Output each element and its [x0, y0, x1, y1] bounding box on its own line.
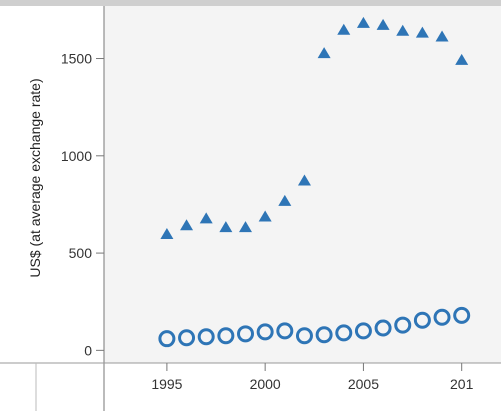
series-1-circle [158, 306, 471, 348]
y-tick-label: 0 [84, 342, 92, 358]
triangle-point [239, 221, 253, 233]
y-tick-label: 1500 [61, 51, 92, 67]
triangle-point [337, 23, 351, 35]
circle-point [335, 324, 353, 342]
triangle-point [317, 47, 331, 59]
circle-point [158, 330, 176, 348]
circle-point [276, 322, 294, 340]
top-bar [0, 0, 501, 6]
triangle-point [297, 174, 311, 186]
triangle-point [435, 30, 449, 42]
circle-point [413, 311, 431, 329]
circle-point [197, 328, 215, 346]
x-tick-label: 2005 [348, 376, 379, 392]
y-axis-ticks: 0 500 1000 1500 [61, 51, 104, 358]
y-axis-title: US$ (at average exchange rate) [27, 78, 43, 277]
circle-point [256, 323, 274, 341]
triangle-point [160, 227, 174, 239]
triangle-point [376, 18, 390, 30]
x-tick-label: 201 [450, 376, 474, 392]
x-tick-label: 2000 [250, 376, 281, 392]
y-tick-label: 1000 [61, 148, 92, 164]
triangle-point [396, 24, 410, 36]
triangle-point [415, 26, 429, 38]
triangle-point [199, 212, 213, 224]
circle-point [354, 322, 372, 340]
circle-point [178, 329, 196, 347]
triangle-point [356, 16, 370, 28]
x-axis-ticks: 1995 2000 2005 201 [151, 363, 474, 392]
y-tick-label: 500 [69, 245, 93, 261]
series-0-triangle [160, 16, 469, 239]
triangle-point [455, 53, 469, 65]
circle-point [295, 327, 313, 345]
circle-point [453, 306, 471, 324]
circle-point [374, 319, 392, 337]
x-tick-label: 1995 [151, 376, 182, 392]
circle-point [433, 308, 451, 326]
data-series [158, 16, 471, 348]
triangle-point [258, 210, 272, 222]
circle-point [237, 325, 255, 343]
triangle-point [180, 219, 194, 231]
circle-point [217, 327, 235, 345]
triangle-point [219, 221, 233, 233]
circle-point [315, 326, 333, 344]
triangle-point [278, 194, 292, 206]
circle-point [394, 316, 412, 334]
